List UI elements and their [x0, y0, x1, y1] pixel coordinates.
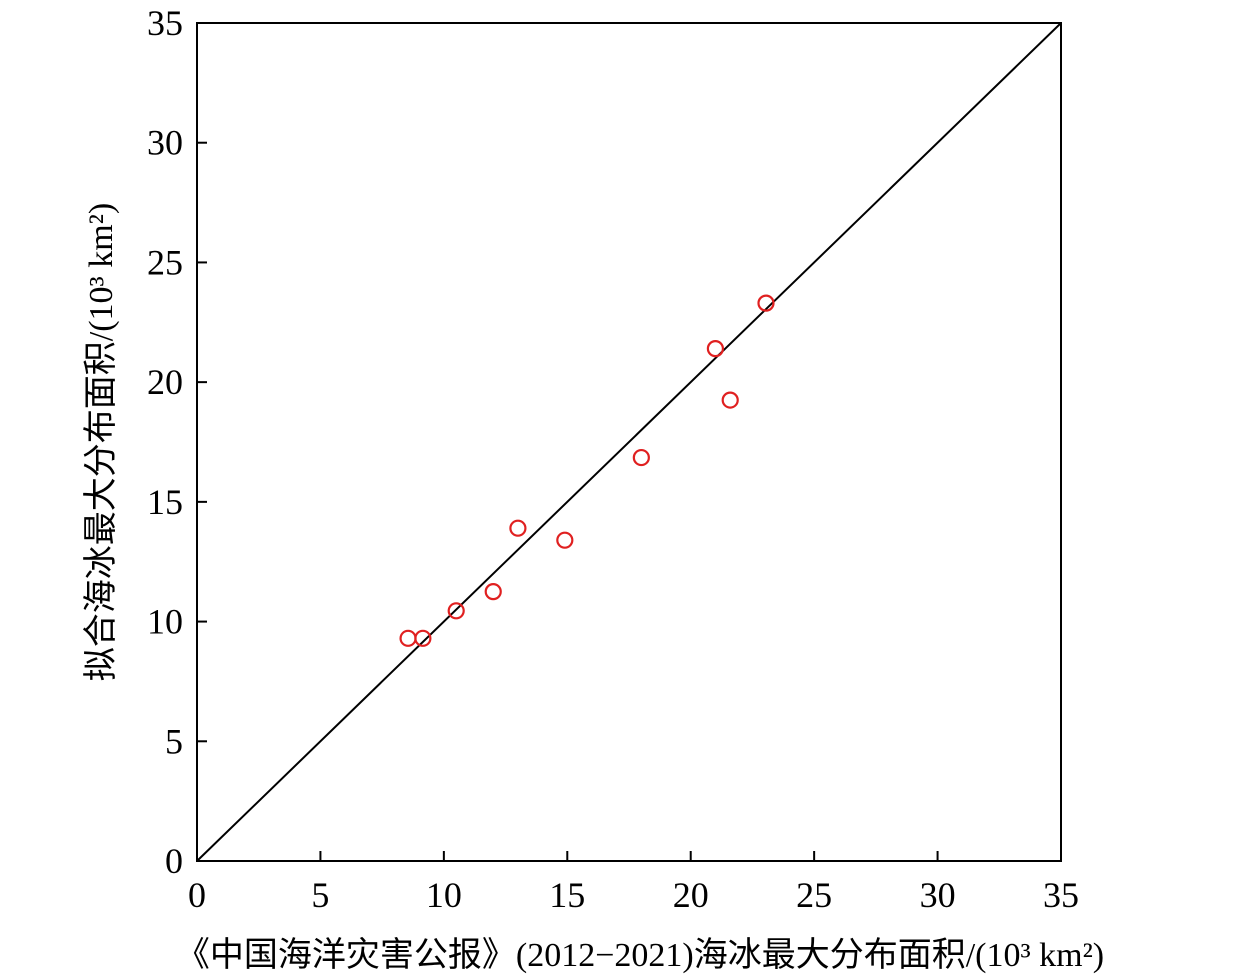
y-tick-label: 10	[147, 602, 183, 642]
y-tick-label: 30	[147, 123, 183, 163]
y-axis-label: 拟合海冰最大分布面积/(10³ km²)	[82, 203, 120, 681]
data-point	[721, 391, 739, 409]
y-tick-label: 0	[165, 841, 183, 881]
x-tick-label: 10	[426, 875, 462, 915]
identity-line	[196, 22, 1062, 862]
x-tick-label: 20	[673, 875, 709, 915]
x-tick-label: 5	[311, 875, 329, 915]
data-point	[484, 583, 502, 601]
data-point	[509, 519, 527, 537]
y-tick-label: 20	[147, 362, 183, 402]
data-point	[706, 340, 725, 358]
x-tick-label: 15	[549, 875, 585, 915]
y-tick-label: 15	[147, 482, 183, 522]
x-tick-label: 0	[188, 875, 206, 915]
x-tick-label: 30	[920, 875, 956, 915]
plot-frame	[196, 22, 1062, 862]
x-tick-label: 35	[1043, 875, 1079, 915]
x-axis-label: 《中国海洋灾害公报》(2012−2021)海冰最大分布面积/(10³ km²)	[176, 936, 1104, 974]
data-point	[632, 448, 650, 467]
data-point	[399, 629, 417, 647]
x-tick-label: 25	[796, 875, 832, 915]
y-tick-label: 35	[147, 3, 183, 43]
y-tick-label: 5	[165, 721, 183, 761]
data-point	[447, 602, 465, 620]
data-point	[757, 294, 775, 312]
data-point	[414, 629, 432, 647]
data-point	[556, 531, 574, 549]
y-tick-label: 25	[147, 242, 183, 282]
